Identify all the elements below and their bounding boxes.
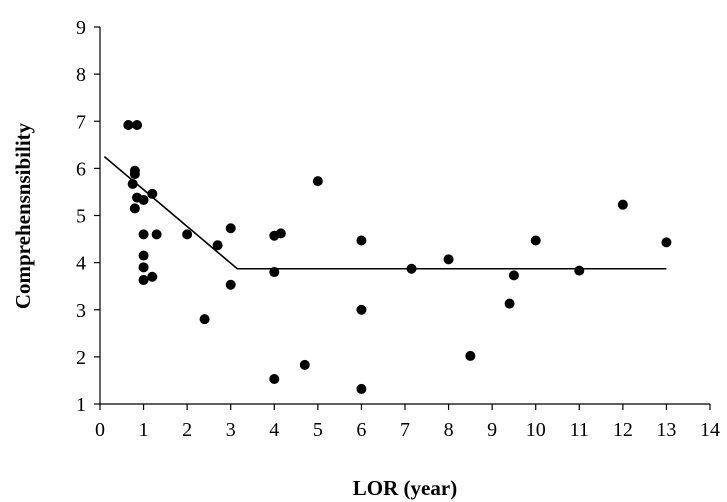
x-tick-label: 1: [139, 419, 149, 441]
y-tick-label: 6: [76, 158, 86, 180]
data-point: [508, 270, 519, 281]
data-point: [132, 120, 143, 131]
y-tick-label: 8: [76, 64, 86, 86]
y-tick-label: 2: [76, 347, 86, 369]
fit-line: [103, 155, 667, 270]
y-tick-label: 5: [76, 206, 86, 228]
data-point: [199, 314, 210, 325]
data-point: [356, 383, 367, 394]
data-point: [129, 203, 140, 214]
x-axis-title: LOR (year): [353, 476, 457, 500]
x-tick-label: 4: [269, 419, 279, 441]
data-point: [138, 275, 149, 286]
y-tick-label: 4: [76, 253, 86, 275]
data-point: [127, 178, 138, 189]
x-tick-label: 9: [487, 419, 497, 441]
data-point: [617, 199, 628, 210]
data-point: [574, 265, 585, 276]
data-point: [129, 169, 140, 180]
data-point: [212, 240, 223, 251]
data-point: [406, 263, 417, 274]
data-point: [504, 298, 515, 309]
x-tick-label: 13: [656, 419, 676, 441]
data-point: [299, 359, 310, 370]
data-point: [356, 235, 367, 246]
data-point: [661, 237, 672, 248]
x-tick-label: 12: [613, 419, 633, 441]
x-tick-label: 5: [313, 419, 323, 441]
data-point: [123, 120, 134, 131]
x-tick-label: 7: [400, 419, 410, 441]
data-point: [147, 188, 158, 199]
data-point: [138, 229, 149, 240]
y-tick-label: 9: [76, 17, 86, 39]
data-point: [147, 271, 158, 282]
data-point: [269, 267, 280, 278]
data-point: [225, 279, 236, 290]
y-tick-label: 7: [76, 111, 86, 133]
data-point: [356, 304, 367, 315]
y-tick-label: 3: [76, 300, 86, 322]
data-point: [138, 194, 149, 205]
data-point: [138, 262, 149, 273]
y-axis-title: Comprehensnsibility: [11, 122, 35, 309]
data-point: [225, 223, 236, 234]
x-ticks: 0 1 2 3 4 5 6 7 8 9 10 11 12 13 14: [95, 404, 720, 441]
x-tick-label: 0: [95, 419, 105, 441]
data-point: [182, 229, 193, 240]
data-point: [465, 350, 476, 361]
data-point: [269, 374, 280, 385]
x-tick-label: 10: [526, 419, 546, 441]
x-tick-label: 6: [356, 419, 366, 441]
x-tick-label: 8: [444, 419, 454, 441]
data-point: [275, 228, 286, 239]
x-tick-label: 14: [700, 419, 720, 441]
x-tick-label: 11: [570, 419, 589, 441]
data-point: [151, 229, 162, 240]
x-tick-label: 3: [226, 419, 236, 441]
data-point: [443, 254, 454, 265]
data-point: [138, 250, 149, 261]
data-points: [123, 120, 672, 394]
y-tick-label: 1: [76, 394, 86, 416]
data-point: [530, 235, 541, 246]
data-point: [312, 176, 323, 187]
x-tick-label: 2: [182, 419, 192, 441]
y-ticks: 1 2 3 4 5 6 7 8 9: [76, 17, 100, 416]
